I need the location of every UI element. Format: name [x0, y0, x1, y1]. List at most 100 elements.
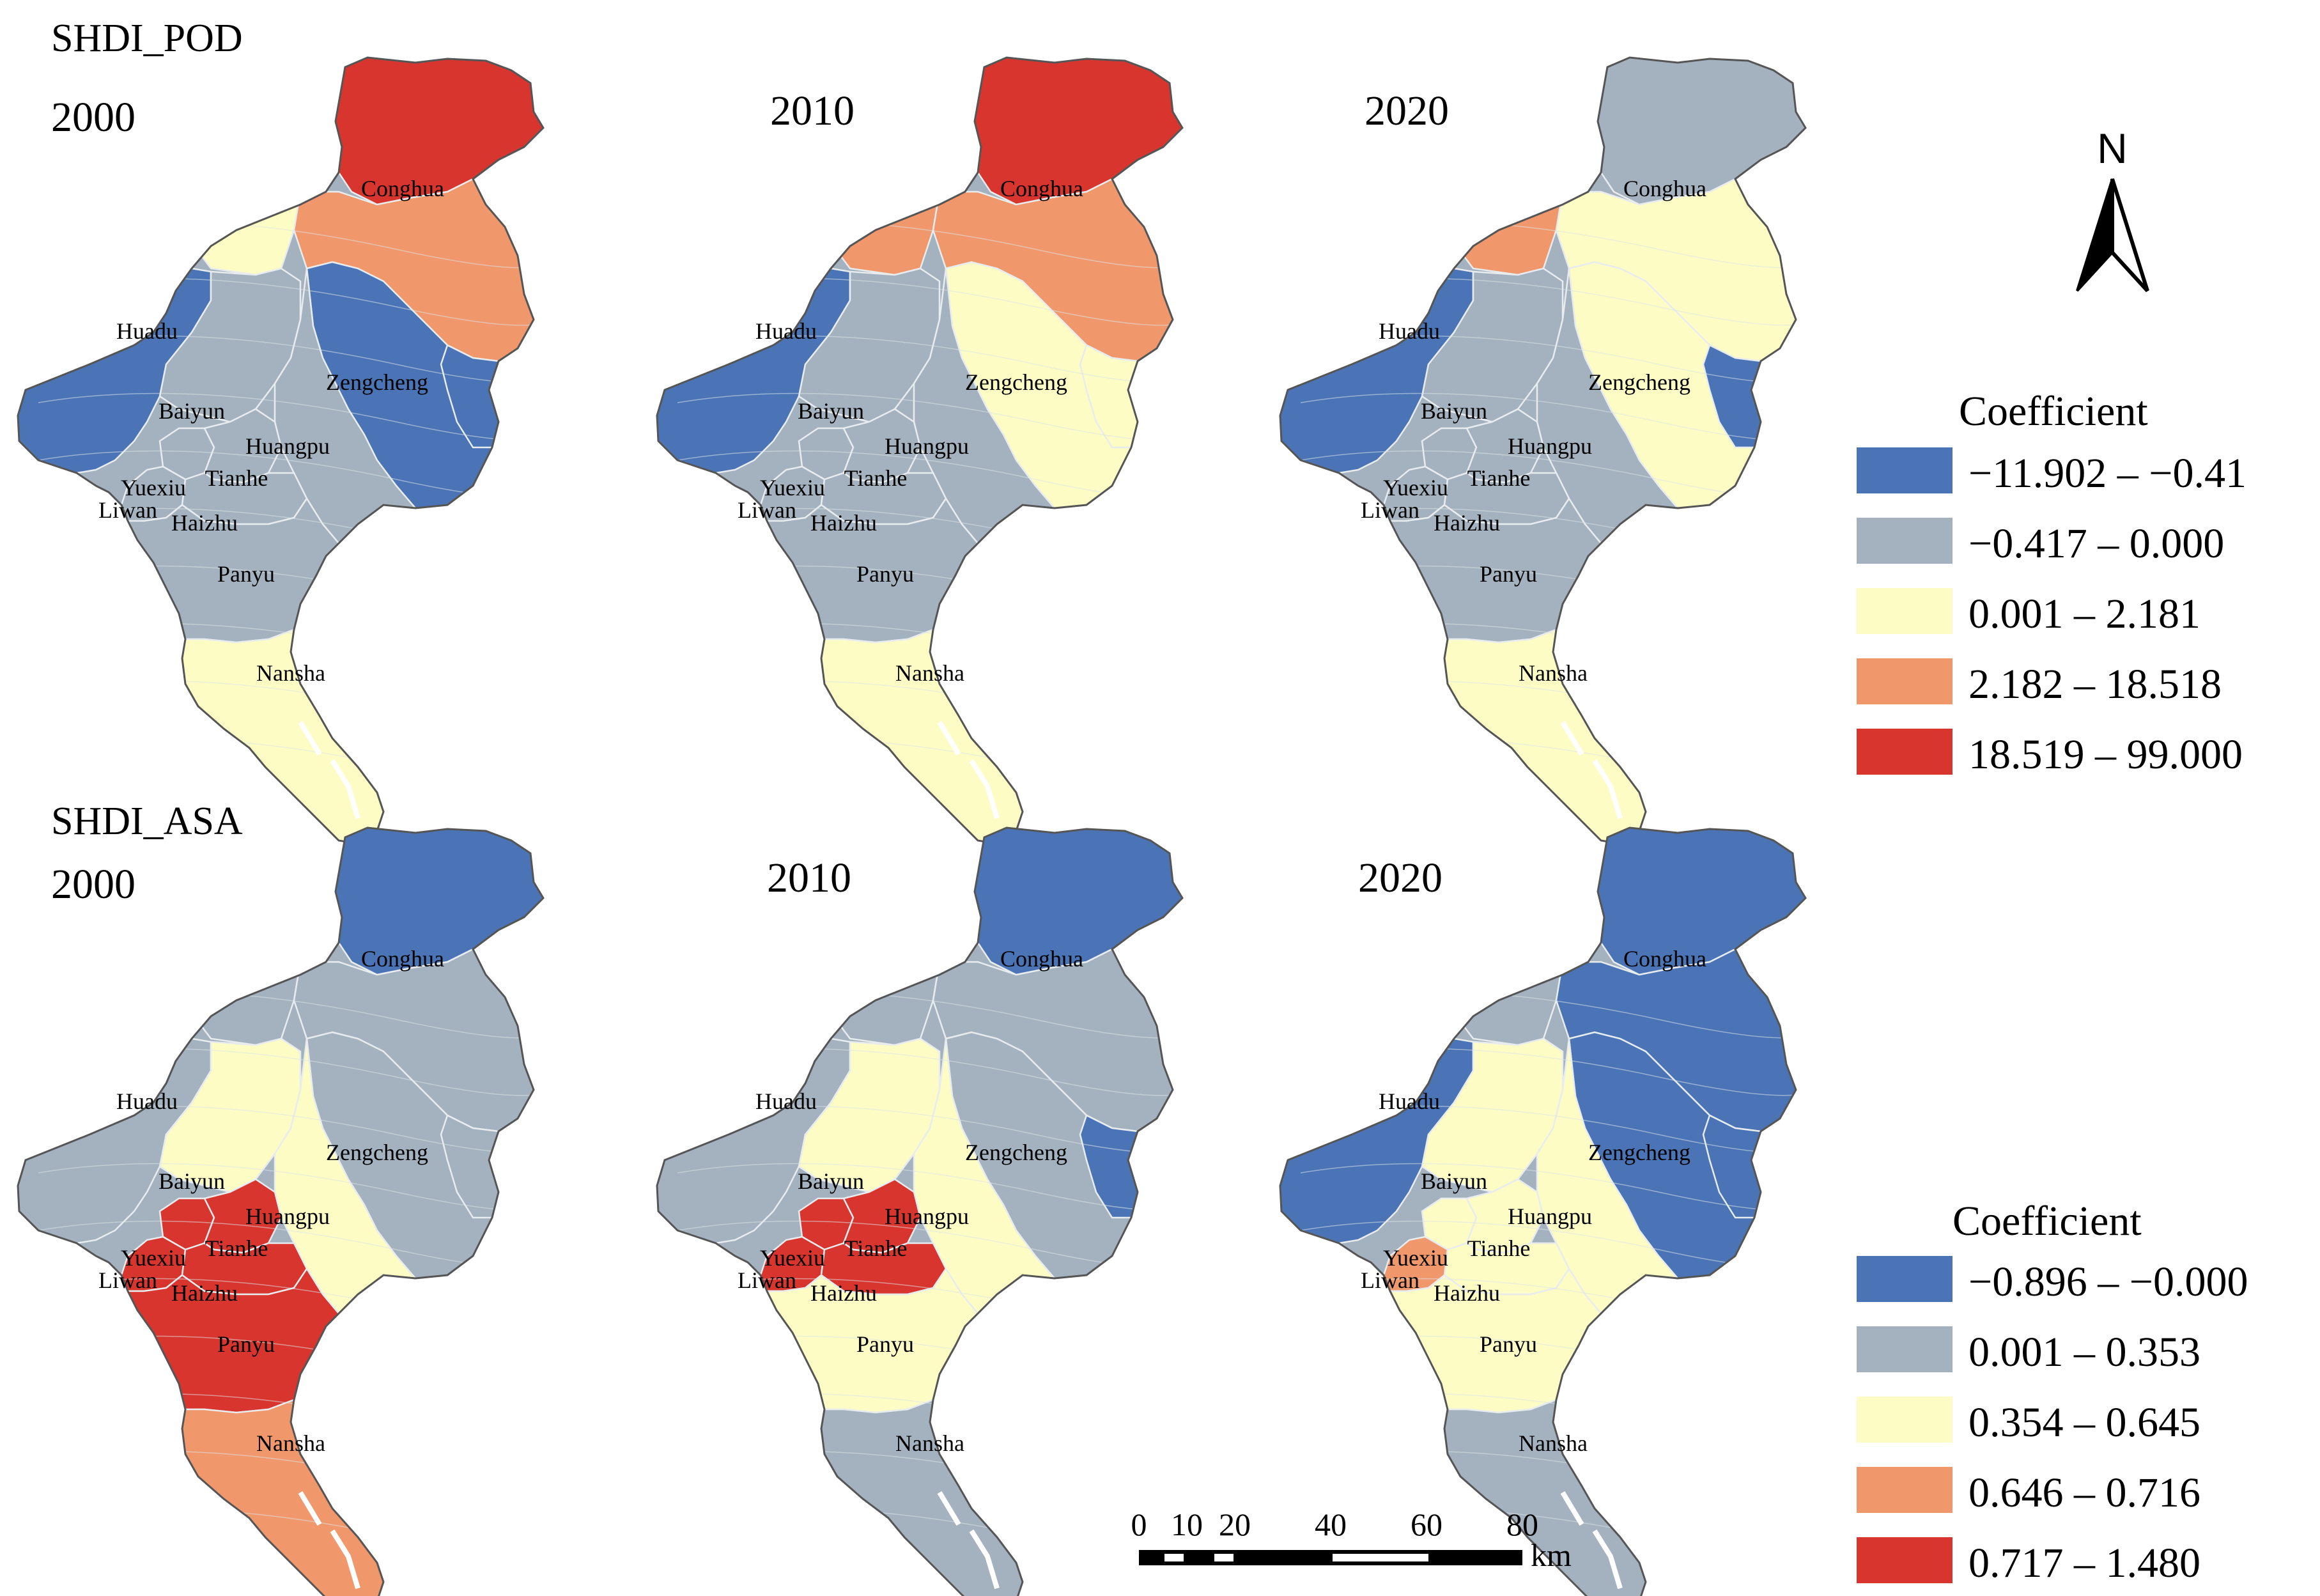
scale-tick-40: 40 — [1315, 1507, 1347, 1542]
district-label-zengcheng: Zengcheng — [1588, 1140, 1690, 1165]
district-label-panyu: Panyu — [856, 1331, 914, 1357]
legend-pod-title: Coefficient — [1959, 388, 2148, 435]
region-north-center — [190, 171, 302, 276]
map-panel-asa-2000: Conghua Huadu Zengcheng Baiyun Huangpu Yuexiu… — [17, 826, 545, 1596]
scale-bar-segment-light-3 — [1333, 1554, 1428, 1561]
north-arrow-right-half-icon — [2110, 178, 2149, 293]
legend-pod-swatch-5 — [1857, 729, 1953, 775]
district-label-haizhu: Haizhu — [1434, 510, 1500, 536]
legend-pod-swatch-4 — [1857, 658, 1953, 704]
legend-asa-label-2: 0.001 – 0.353 — [1968, 1329, 2200, 1375]
township-boundary — [677, 450, 1182, 499]
group-title-pod: SHDI_POD — [51, 17, 243, 60]
district-label-conghua: Conghua — [361, 176, 444, 201]
district-label-nansha: Nansha — [256, 1430, 325, 1456]
district-label-haizhu: Haizhu — [171, 510, 238, 536]
district-label-tianhe: Tianhe — [205, 465, 268, 491]
township-boundary — [1300, 392, 1806, 441]
township-boundary — [1300, 450, 1806, 499]
north-arrow-label: N — [2097, 125, 2128, 172]
district-label-tianhe: Tianhe — [1467, 1236, 1531, 1261]
legend-asa-label-4: 0.646 – 0.716 — [1968, 1469, 2200, 1516]
township-boundary — [38, 450, 543, 499]
district-label-nansha: Nansha — [895, 1430, 964, 1456]
legend-pod: Coefficient −11.902 – −0.41 −0.417 – 0.0… — [1857, 388, 2247, 778]
legend-pod-label-5: 18.519 – 99.000 — [1968, 731, 2243, 778]
district-label-baiyun: Baiyun — [1421, 1168, 1487, 1194]
group-title-asa: SHDI_ASA — [51, 800, 243, 843]
district-label-baiyun: Baiyun — [159, 1168, 225, 1194]
legend-asa: Coefficient −0.896 – −0.000 0.001 – 0.35… — [1857, 1198, 2248, 1586]
legend-pod-swatch-3 — [1857, 588, 1953, 634]
district-label-baiyun: Baiyun — [798, 398, 864, 424]
river-channel — [298, 1491, 360, 1590]
scale-tick-20: 20 — [1219, 1507, 1251, 1542]
district-label-panyu: Panyu — [1480, 561, 1537, 587]
scale-tick-10: 10 — [1171, 1507, 1203, 1542]
district-label-haizhu: Haizhu — [1434, 1280, 1500, 1306]
district-label-panyu: Panyu — [217, 561, 275, 587]
legend-asa-swatch-3 — [1857, 1397, 1953, 1443]
district-label-conghua: Conghua — [1000, 946, 1083, 972]
district-label-yuexiu: Yuexiu — [760, 1245, 825, 1271]
north-arrow-left-half-icon — [2076, 178, 2114, 292]
township-boundary — [1300, 1163, 1806, 1211]
district-label-liwan: Liwan — [1361, 1267, 1419, 1293]
district-label-huadu: Huadu — [755, 1089, 817, 1114]
district-label-zengcheng: Zengcheng — [1588, 369, 1690, 395]
district-label-baiyun: Baiyun — [798, 1168, 864, 1194]
region-baiyun — [798, 267, 941, 423]
district-label-yuexiu: Yuexiu — [121, 1245, 186, 1271]
district-label-huadu: Huadu — [1379, 318, 1440, 344]
district-label-zengcheng: Zengcheng — [965, 369, 1067, 395]
legend-asa-swatch-1 — [1857, 1256, 1953, 1302]
region-north-center — [190, 941, 302, 1046]
district-label-tianhe: Tianhe — [844, 465, 908, 491]
year-label-pod-2000: 2000 — [51, 94, 135, 141]
region-baiyun — [159, 267, 302, 423]
district-label-huangpu: Huangpu — [245, 433, 330, 459]
legend-asa-label-3: 0.354 – 0.645 — [1968, 1399, 2200, 1446]
legend-pod-label-1: −11.902 – −0.41 — [1968, 450, 2247, 497]
district-label-nansha: Nansha — [1519, 1430, 1588, 1456]
north-arrow: N — [2076, 125, 2149, 293]
year-label-asa-2010: 2010 — [767, 855, 851, 901]
legend-pod-label-3: 0.001 – 2.181 — [1968, 591, 2200, 637]
river-channel — [1560, 1491, 1623, 1590]
district-label-liwan: Liwan — [738, 1267, 796, 1293]
district-label-liwan: Liwan — [98, 1267, 157, 1293]
legend-asa-swatch-4 — [1857, 1467, 1953, 1513]
district-label-huadu: Huadu — [116, 318, 178, 344]
scale-bar: 0 10 20 40 60 80 km — [1131, 1507, 1572, 1573]
region-baiyun — [1421, 267, 1564, 423]
map-panel-pod-2010: Conghua Huadu Zengcheng Baiyun Huangpu Yuexiu… — [656, 56, 1184, 845]
map-panel-asa-2010: Conghua Huadu Zengcheng Baiyun Huangpu Yuexiu… — [656, 826, 1184, 1596]
district-label-haizhu: Haizhu — [810, 510, 877, 536]
township-boundary — [38, 1220, 543, 1269]
district-label-nansha: Nansha — [1519, 660, 1588, 686]
district-label-panyu: Panyu — [217, 1331, 275, 1357]
district-label-liwan: Liwan — [738, 497, 796, 523]
district-label-huangpu: Huangpu — [885, 1204, 969, 1229]
district-label-conghua: Conghua — [1623, 176, 1706, 201]
legend-asa-swatch-5 — [1857, 1537, 1953, 1583]
district-label-baiyun: Baiyun — [159, 398, 225, 424]
region-baiyun — [1421, 1037, 1564, 1193]
year-label-pod-2020: 2020 — [1365, 88, 1449, 134]
district-label-yuexiu: Yuexiu — [760, 475, 825, 500]
year-label-asa-2000: 2000 — [51, 861, 135, 908]
district-label-huangpu: Huangpu — [245, 1204, 330, 1229]
legend-pod-label-2: −0.417 – 0.000 — [1968, 520, 2224, 567]
region-north-center — [830, 941, 941, 1046]
district-label-tianhe: Tianhe — [844, 1236, 908, 1261]
district-label-huadu: Huadu — [1379, 1089, 1440, 1114]
scale-bar-segment-light-2 — [1214, 1554, 1233, 1561]
scale-bar-body — [1139, 1550, 1522, 1565]
district-label-yuexiu: Yuexiu — [1383, 1245, 1448, 1271]
district-label-tianhe: Tianhe — [1467, 465, 1531, 491]
legend-asa-swatch-2 — [1857, 1326, 1953, 1372]
district-label-huangpu: Huangpu — [1508, 1204, 1592, 1229]
legend-pod-swatch-2 — [1857, 518, 1953, 564]
district-label-yuexiu: Yuexiu — [121, 475, 186, 500]
